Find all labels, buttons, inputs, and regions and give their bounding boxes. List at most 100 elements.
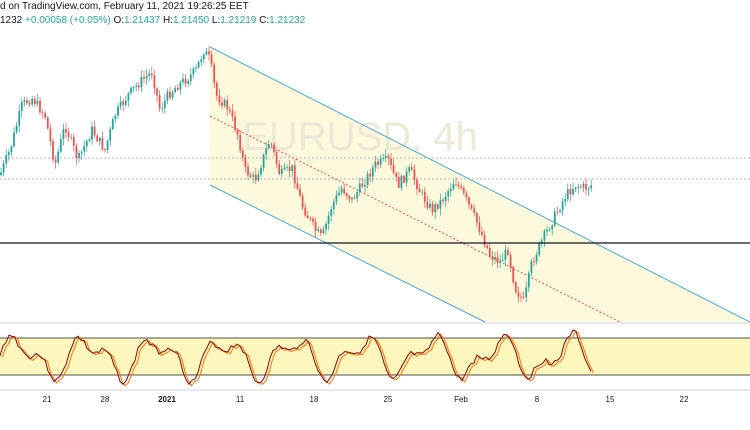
candle-body — [460, 186, 463, 188]
candle-body — [475, 213, 478, 223]
candle-body — [215, 82, 218, 96]
candle-body — [54, 159, 57, 163]
candle-body — [15, 125, 18, 133]
candle-body — [436, 204, 439, 209]
candle-body — [540, 240, 543, 243]
candle-body — [426, 201, 429, 208]
candle-body — [5, 155, 8, 164]
candle-body — [481, 231, 483, 236]
candle-body — [158, 95, 161, 109]
candle-body — [130, 87, 132, 94]
candle-body — [551, 225, 554, 230]
time-label-feb-22: 22 — [680, 395, 689, 404]
candle-body — [280, 168, 283, 174]
stochastic-pane[interactable] — [0, 329, 750, 387]
publish-text: d on TradingView.com, February 11, 2021 … — [0, 1, 249, 12]
candle-body — [111, 119, 114, 130]
candle-body — [538, 242, 541, 255]
candle-body — [124, 100, 127, 105]
candle-body — [28, 103, 31, 105]
candle-body — [499, 260, 502, 263]
candle-body — [319, 229, 322, 234]
candle-body — [312, 218, 314, 222]
candle-body — [369, 173, 372, 177]
candle-body — [361, 183, 364, 187]
candle-body — [478, 222, 481, 232]
candle-body — [486, 245, 489, 248]
candle-body — [384, 155, 387, 158]
candle-body — [236, 129, 239, 135]
candle-body — [132, 86, 135, 88]
candle-body — [226, 100, 229, 110]
candle-body — [260, 167, 262, 175]
candle-body — [439, 199, 442, 209]
candle-body — [72, 136, 75, 146]
candle-body — [496, 257, 499, 263]
candle-body — [221, 102, 223, 106]
candle-body — [512, 266, 515, 283]
candle-body — [423, 191, 426, 202]
main-pane[interactable]: EURUSD, 4h — [0, 45, 750, 323]
candle-body — [429, 203, 431, 208]
candle-body — [85, 140, 88, 147]
candle-body — [395, 172, 398, 177]
candle-body — [514, 282, 517, 293]
candle-body — [52, 141, 54, 160]
candle-body — [348, 196, 351, 200]
chart-header: d on TradingView.com, February 11, 2021 … — [0, 0, 750, 30]
channel-lower-line — [209, 184, 486, 323]
candle-body — [91, 126, 93, 140]
candle-body — [31, 98, 34, 105]
candle-body — [507, 249, 509, 255]
candle-body — [291, 165, 294, 172]
price-change: +0.00058 (+0.05%) — [25, 15, 111, 26]
ohlc-legend: 1232 +0.00058 (+0.05%) O:1.21437 H:1.214… — [0, 14, 305, 28]
candle-body — [473, 208, 476, 214]
candle-body — [335, 195, 338, 202]
candle-body — [338, 192, 340, 196]
candle-body — [413, 169, 416, 180]
candle-body — [517, 292, 520, 297]
candle-body — [88, 139, 91, 141]
candle-body — [257, 174, 260, 181]
candle-body — [356, 192, 359, 199]
time-axis[interactable]: 21 28 2021 11 18 25 Feb 8 15 22 — [43, 395, 689, 404]
candle-body — [98, 137, 101, 142]
candle-body — [392, 164, 395, 173]
open-label: O: — [113, 15, 124, 26]
low-value: 1.21219 — [220, 15, 257, 26]
candle-body — [176, 88, 179, 90]
candle-body — [202, 54, 205, 60]
candle-body — [569, 188, 572, 195]
candle-body — [468, 197, 470, 205]
candle-body — [543, 231, 546, 241]
candle-body — [122, 101, 125, 105]
candle-body — [18, 111, 21, 126]
candle-body — [330, 209, 333, 216]
candle-body — [296, 183, 299, 189]
candle-body — [488, 247, 491, 256]
candle-body — [504, 249, 507, 260]
candle-body — [109, 129, 112, 141]
candle-body — [182, 78, 184, 83]
candle-body — [278, 163, 281, 174]
candle-body — [556, 211, 559, 213]
time-label-feb-8: 8 — [535, 395, 540, 404]
candle-body — [494, 257, 496, 260]
candle-body — [169, 91, 171, 98]
close-value: 1.21232 — [269, 15, 306, 26]
candle-body — [33, 98, 36, 105]
candle-body — [306, 215, 309, 218]
candle-body — [101, 137, 104, 150]
candle-body — [527, 273, 530, 288]
candle-body — [418, 189, 421, 192]
candle-body — [275, 152, 278, 164]
candle-body — [405, 171, 408, 183]
candle-body — [470, 204, 473, 209]
candle-body — [483, 235, 486, 246]
candle-body — [345, 193, 348, 197]
candle-body — [520, 296, 522, 298]
candle-body — [208, 51, 210, 55]
high-label: H: — [162, 15, 173, 26]
